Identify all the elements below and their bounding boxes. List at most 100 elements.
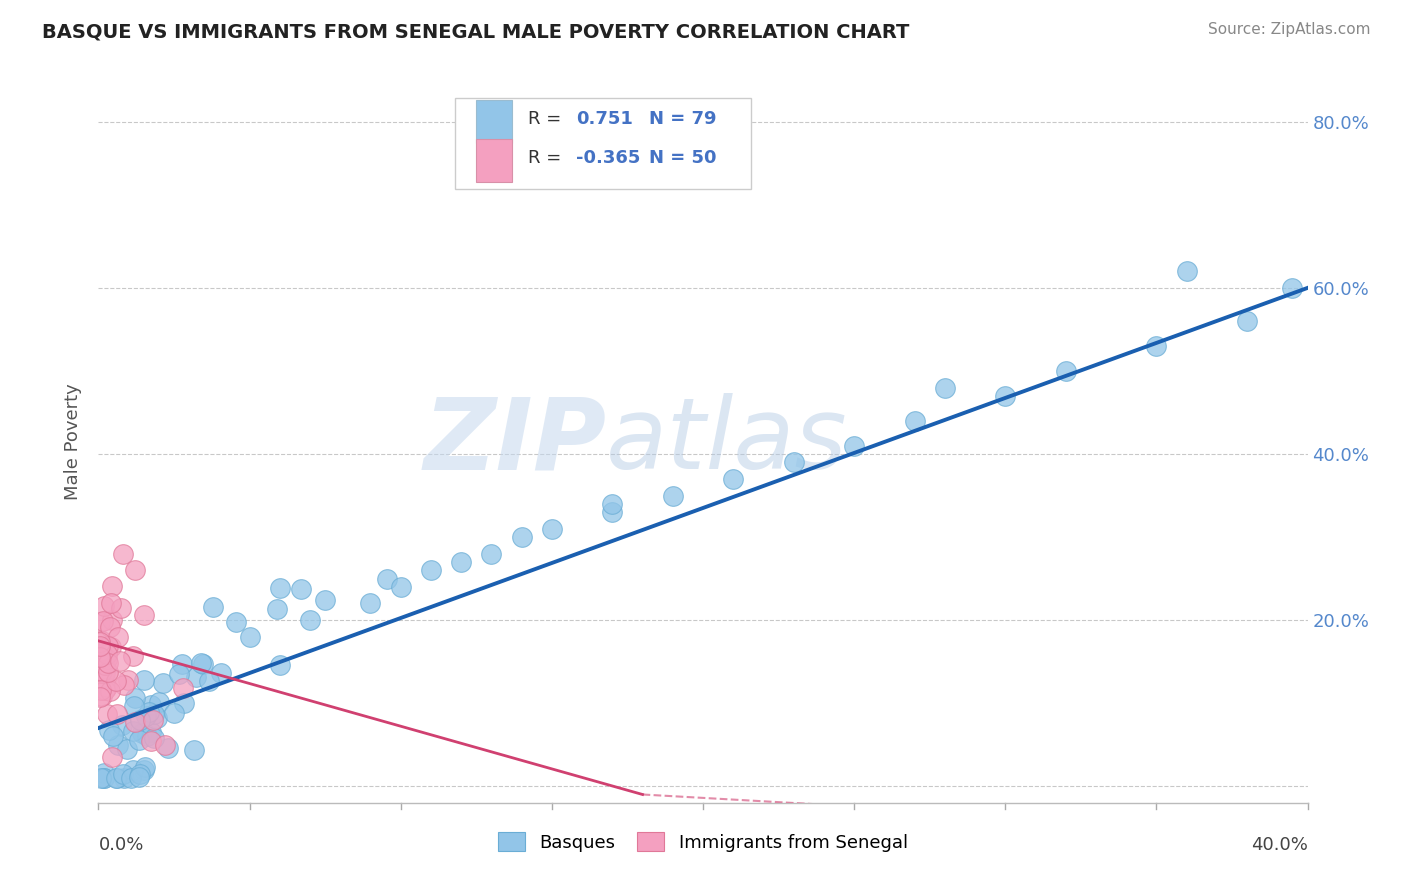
Point <box>98 620 121 634</box>
Point <box>129 767 152 781</box>
Text: 40.0%: 40.0% <box>1251 836 1308 854</box>
Point <box>510 530 533 544</box>
Point <box>661 489 683 503</box>
Point <box>148 695 170 709</box>
Point <box>94 683 117 698</box>
Text: Source: ZipAtlas.com: Source: ZipAtlas.com <box>1208 22 1371 37</box>
Point <box>602 505 624 519</box>
Point <box>299 613 322 627</box>
Point <box>183 743 205 757</box>
Point <box>93 771 115 785</box>
Point <box>184 670 207 684</box>
Point <box>481 547 503 561</box>
Point <box>117 673 139 688</box>
Point <box>91 633 114 648</box>
Text: 0.751: 0.751 <box>576 111 633 128</box>
Point <box>904 414 927 428</box>
Point <box>153 738 176 752</box>
Point <box>100 640 122 655</box>
Point <box>152 676 174 690</box>
Point <box>93 599 115 614</box>
Point <box>111 717 134 731</box>
Point <box>101 750 124 764</box>
Point <box>105 771 128 785</box>
Text: N = 79: N = 79 <box>648 111 716 128</box>
Text: atlas: atlas <box>606 393 848 490</box>
FancyBboxPatch shape <box>456 98 751 189</box>
Text: R =: R = <box>527 111 561 128</box>
Text: 0.0%: 0.0% <box>98 836 143 854</box>
Point <box>111 767 134 781</box>
Point <box>1144 339 1167 353</box>
Point <box>139 734 162 748</box>
Point <box>122 698 145 713</box>
Point <box>190 656 212 670</box>
Point <box>105 673 128 688</box>
Point <box>93 666 115 681</box>
Point <box>89 682 111 697</box>
Point <box>602 497 624 511</box>
Point <box>90 644 112 658</box>
Point <box>132 607 155 622</box>
Point <box>96 647 118 661</box>
Point <box>124 563 146 577</box>
Point <box>134 760 156 774</box>
Text: N = 50: N = 50 <box>648 150 716 168</box>
Legend: Basques, Immigrants from Senegal: Basques, Immigrants from Senegal <box>491 825 915 859</box>
Point <box>170 657 193 671</box>
Point <box>91 690 114 704</box>
Point <box>783 455 806 469</box>
Point <box>121 648 143 663</box>
Point <box>193 657 215 671</box>
Bar <box>475 100 512 144</box>
Point <box>1281 281 1303 295</box>
Point <box>389 580 412 594</box>
Point <box>172 681 194 695</box>
Point <box>143 731 166 746</box>
Text: ZIP: ZIP <box>423 393 606 490</box>
Point <box>198 673 221 688</box>
Point <box>269 658 291 673</box>
Point <box>89 649 111 664</box>
Point <box>156 741 179 756</box>
Point <box>101 579 124 593</box>
Point <box>122 724 145 739</box>
Point <box>1236 314 1258 328</box>
Point <box>124 714 146 729</box>
Point <box>90 664 112 678</box>
Point <box>107 738 129 752</box>
Point <box>723 472 745 486</box>
Point <box>89 690 111 704</box>
Point <box>97 639 120 653</box>
Point <box>115 742 138 756</box>
Point <box>128 733 150 747</box>
Point <box>1054 364 1077 378</box>
Point <box>128 714 150 728</box>
Point <box>239 630 262 644</box>
Point <box>103 729 125 743</box>
Point <box>90 771 112 785</box>
Point <box>112 678 135 692</box>
Point <box>139 724 162 739</box>
Point <box>90 665 112 680</box>
Point <box>173 696 195 710</box>
Point <box>89 635 111 649</box>
Point <box>266 602 288 616</box>
Point <box>124 690 146 705</box>
Point <box>120 771 142 785</box>
Point <box>121 763 143 777</box>
Point <box>104 771 127 785</box>
Point <box>107 630 129 644</box>
Point <box>138 705 160 719</box>
Point <box>89 615 111 629</box>
Point <box>105 706 128 721</box>
Point <box>1175 264 1198 278</box>
Point <box>89 644 111 658</box>
Point <box>211 666 233 681</box>
Point <box>169 667 191 681</box>
Point <box>96 707 118 722</box>
Point <box>142 713 165 727</box>
Point <box>844 439 866 453</box>
Point <box>94 658 117 673</box>
Point <box>108 654 131 668</box>
